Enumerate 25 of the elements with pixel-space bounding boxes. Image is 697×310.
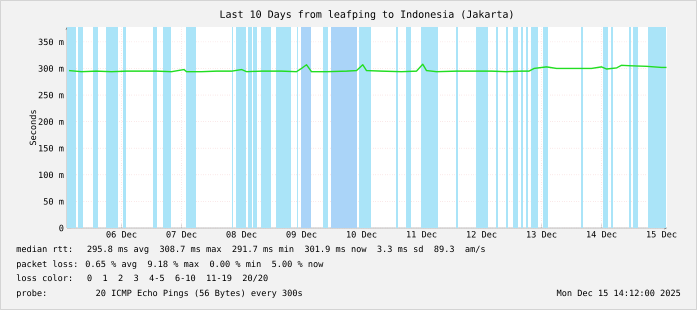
chart-title: Last 10 Days from leafping to Indonesia (Jakarta) <box>220 10 512 20</box>
x-tick-label: 08 Dec <box>226 231 256 238</box>
x-tick-label: 09 Dec <box>286 231 316 238</box>
y-tick-label: 250 m <box>38 92 64 98</box>
x-tick-label: 07 Dec <box>166 231 196 238</box>
y-tick-label: 350 m <box>38 38 64 46</box>
y-tick-label: 0 <box>59 224 64 232</box>
y-tick-label: 300 m <box>38 65 64 72</box>
y-tick-label: 200 m <box>38 118 64 125</box>
x-tick-label: 10 Dec <box>347 231 376 238</box>
x-tick-label: 12 Dec <box>467 231 496 238</box>
y-tick-label: 100 m <box>39 172 64 178</box>
x-tick-label: 15 Dec <box>647 231 676 238</box>
y-tick-label: 50 m <box>44 198 64 205</box>
text: loss color: 0 1 2 3 4-5 6-10 11-19 20/20 <box>16 274 268 282</box>
text: median rtt: 295.8 ms avg 308.7 ms max 291.7 ms min 301.9 ms now 3.3 ms sd 89.3 am/s <box>16 245 485 254</box>
x-tick-label: 11 Dec <box>407 231 436 238</box>
text: packet loss: 0.65 % avg 9.18 % max 0.00 % min 5.00 % now <box>17 260 324 269</box>
x-tick-label: 06 Dec <box>106 231 136 238</box>
x-tick-label: 13 Dec <box>527 231 556 238</box>
text: Mon Dec 15 14:12:00 2025 <box>556 290 680 296</box>
text: probe: 20 ICMP Echo Pings (56 Bytes) every 300s <box>17 289 302 298</box>
y-tick-label: 150 m <box>39 144 64 152</box>
x-tick-label: 14 Dec <box>587 231 616 238</box>
y-axis-title: Seconds <box>29 110 36 146</box>
